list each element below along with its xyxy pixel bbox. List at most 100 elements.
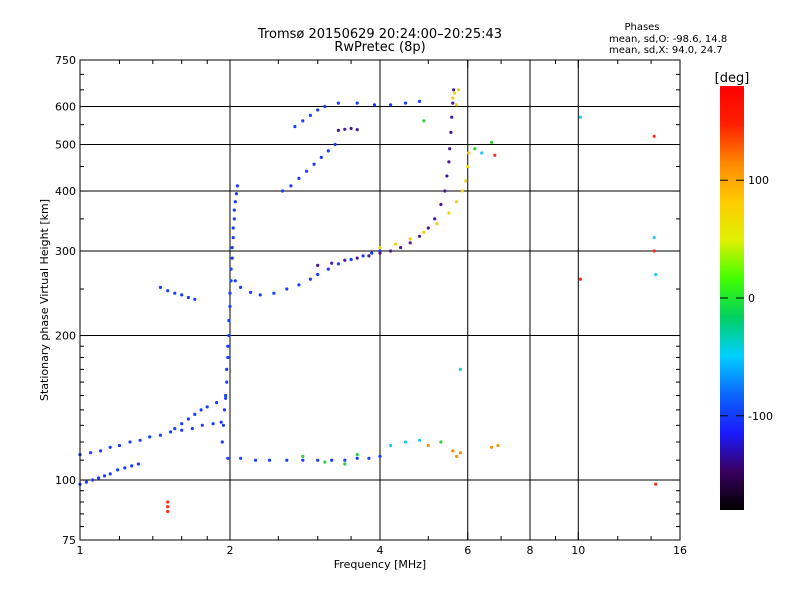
scatter-point [97, 476, 101, 480]
scatter-point [230, 256, 234, 260]
scatter-point [228, 304, 232, 308]
y-tick-label: 75 [62, 534, 76, 547]
legend-title: Phases [624, 22, 659, 33]
scatter-point [285, 287, 289, 291]
scatter-point [239, 285, 243, 289]
scatter-point [281, 189, 285, 193]
scatter-point [222, 408, 227, 412]
scatter-point [205, 405, 209, 409]
scatter-point [166, 289, 170, 293]
scatter-point [448, 147, 452, 151]
colorbar-tick-label: -100 [748, 410, 773, 423]
scatter-point [199, 408, 203, 412]
scatter-point [229, 267, 233, 271]
scatter-point [449, 130, 453, 134]
colorbar-ticks: 100 0 -100 [720, 174, 773, 423]
scatter-point [355, 456, 359, 460]
scatter-point [293, 125, 297, 129]
scatter-point [447, 211, 451, 215]
scatter-point [180, 422, 184, 426]
scatter-point [258, 293, 262, 297]
scatter-point [166, 500, 170, 504]
scatter-point [130, 464, 134, 468]
scatter-point [158, 433, 162, 437]
scatter-point [460, 189, 464, 193]
y-tick-label: 500 [55, 139, 76, 152]
scatter-point [451, 449, 455, 453]
scatter-point [389, 443, 393, 448]
scatter-point [233, 200, 237, 204]
scatter-point [224, 396, 228, 400]
scatter-point [456, 88, 461, 92]
scatter-point [455, 454, 459, 458]
scatter-point [102, 474, 107, 478]
scatter-point [473, 147, 477, 151]
scatter-point [417, 99, 422, 103]
scatter-point [232, 217, 236, 221]
scatter-point [464, 179, 468, 183]
scatter-point [180, 293, 184, 297]
scatter-point [117, 443, 122, 448]
scatter-point [435, 222, 439, 226]
scatter-point [169, 430, 173, 434]
scatter-point [422, 230, 426, 234]
scatter-point [417, 438, 422, 442]
scatter-point [319, 155, 323, 159]
scatter-point [249, 290, 253, 294]
scatter-point [224, 393, 228, 398]
colorbar-tick-label: 100 [748, 174, 769, 187]
scatter-point [399, 246, 403, 250]
scatter-point [232, 208, 236, 212]
scatter-point [225, 380, 229, 384]
scatter-point [349, 126, 353, 131]
scatter-point [312, 162, 316, 166]
scatter-point [186, 417, 190, 421]
scatter-point [654, 272, 658, 277]
scatter-point [316, 108, 320, 112]
scatter-point [323, 104, 327, 109]
scatter-point [330, 261, 334, 265]
chart-subtitle: RwPretec (8p) [334, 40, 425, 55]
scatter-point [458, 451, 462, 455]
scatter-point [336, 262, 340, 266]
scatter-point [480, 151, 484, 155]
scatter-point [493, 153, 497, 157]
x-tick-label: 16 [673, 544, 687, 557]
scatter-point [193, 412, 197, 416]
scatter-point [229, 279, 233, 283]
scatter-point [226, 456, 230, 460]
scatter-point [490, 445, 494, 449]
scatter-point [496, 443, 500, 448]
scatter-point [378, 246, 382, 250]
scatter-point [652, 249, 656, 253]
scatter-point [447, 160, 451, 164]
scatter-point [308, 277, 312, 281]
colorbar-label: [deg] [715, 71, 750, 86]
scatter-point [439, 440, 443, 444]
scatter-point [226, 344, 230, 348]
scatter-point [305, 169, 309, 173]
scatter-point [138, 438, 142, 442]
colorbar-tick-label: 0 [748, 292, 755, 305]
scatter-point [445, 174, 449, 178]
scatter-point [458, 367, 462, 371]
scatter-point [180, 428, 184, 432]
scatter-point [211, 422, 215, 426]
scatter-point [231, 226, 235, 230]
scatter-point [355, 256, 359, 260]
scatter-point [467, 151, 471, 155]
y-axis-label: Stationary phase Virtual Height [km] [38, 199, 51, 401]
scatter-point [455, 200, 459, 204]
scatter-point [227, 333, 231, 338]
scatter-point [89, 451, 93, 455]
x-tick-label: 1 [77, 544, 84, 557]
scatter-point [654, 482, 658, 486]
scatter-point [578, 277, 583, 281]
scatter-point [343, 462, 347, 466]
scatter-point [123, 466, 127, 470]
y-tick-label: 200 [55, 330, 76, 343]
scatter-point [443, 189, 447, 193]
scatter-point [289, 184, 293, 188]
scatter-point [99, 449, 103, 453]
x-tick-label: 10 [571, 544, 585, 557]
